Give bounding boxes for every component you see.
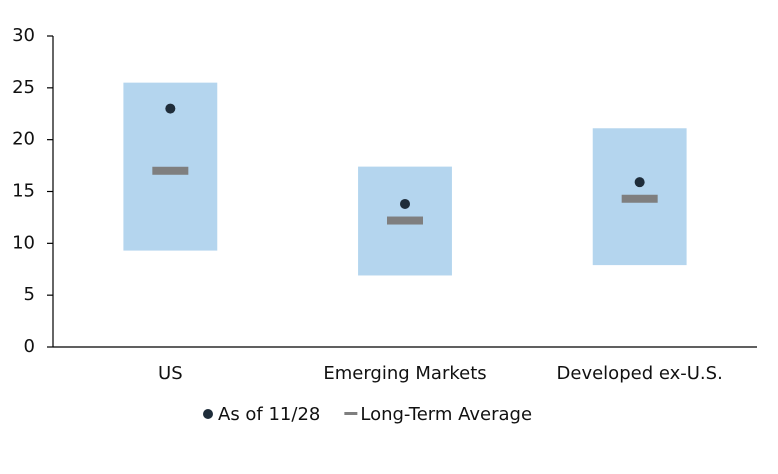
- y-tick-label: 25: [12, 77, 35, 98]
- y-tick-label: 30: [12, 25, 35, 46]
- y-tick-label: 15: [12, 181, 35, 202]
- y-tick-label: 10: [12, 232, 35, 253]
- y-tick-label: 5: [24, 284, 35, 305]
- legend-marker: [203, 409, 213, 419]
- average-dash: [621, 194, 658, 203]
- average-dash: [387, 216, 423, 225]
- current-dot: [400, 198, 410, 209]
- x-tick-label: US: [158, 363, 183, 384]
- current-dot: [634, 177, 645, 188]
- legend-label: Long-Term Average: [360, 404, 532, 425]
- average-dash: [152, 166, 189, 175]
- legend-marker: [344, 412, 358, 415]
- current-dot: [165, 103, 176, 114]
- y-tick-label: 20: [12, 129, 35, 150]
- legend-label: As of 11/28: [218, 404, 320, 425]
- y-tick-label: 0: [24, 336, 35, 357]
- x-tick-label: Emerging Markets: [323, 363, 486, 384]
- x-tick-label: Developed ex-U.S.: [557, 363, 723, 384]
